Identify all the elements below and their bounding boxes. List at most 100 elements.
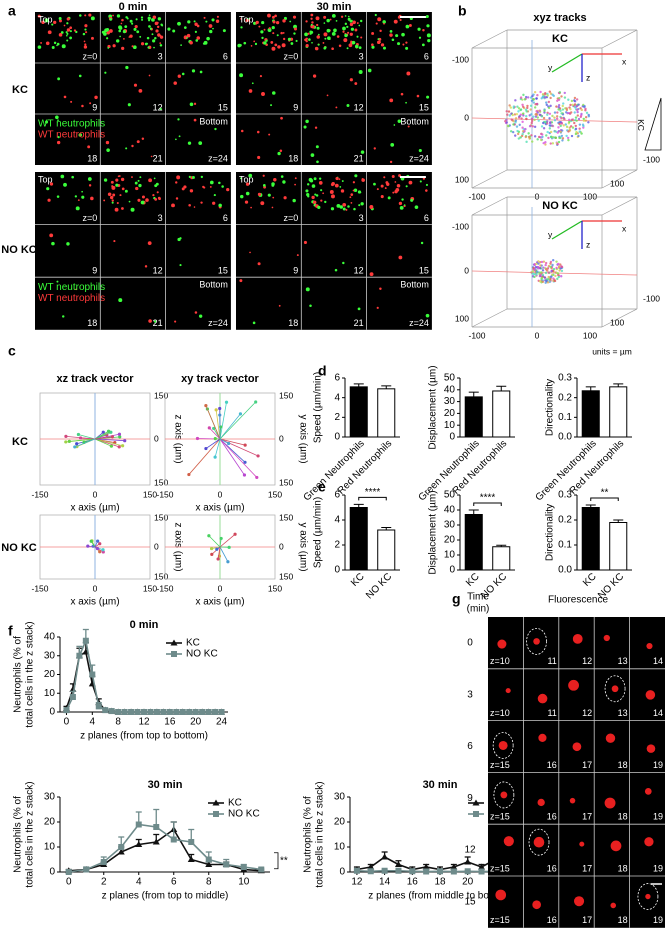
cell bbox=[158, 197, 161, 201]
track-point bbox=[536, 270, 539, 273]
axis-letter: x bbox=[622, 223, 627, 233]
cell bbox=[276, 34, 279, 37]
track-point bbox=[514, 134, 517, 137]
significance: ** bbox=[280, 855, 288, 866]
cell bbox=[250, 206, 252, 209]
marker bbox=[160, 709, 167, 715]
track-point bbox=[523, 130, 526, 133]
track-point bbox=[580, 108, 584, 112]
series-line bbox=[68, 823, 262, 873]
cell bbox=[342, 30, 345, 33]
z-label: 9 bbox=[293, 102, 298, 112]
track-point bbox=[566, 111, 569, 115]
track-vector bbox=[94, 438, 125, 442]
track-point bbox=[557, 108, 560, 111]
cell bbox=[342, 261, 345, 265]
track-point bbox=[565, 107, 568, 110]
track-point bbox=[525, 110, 528, 113]
chart-title: 30 min bbox=[148, 779, 183, 791]
cell bbox=[196, 24, 200, 28]
cell bbox=[157, 33, 161, 37]
track-end bbox=[216, 557, 220, 561]
y-tick-label: 6 bbox=[334, 373, 340, 384]
tick-label: 0 bbox=[154, 541, 159, 551]
cell bbox=[346, 25, 349, 29]
cell bbox=[144, 265, 148, 268]
cell bbox=[498, 740, 508, 750]
z-label: 6 bbox=[223, 213, 228, 223]
track-point bbox=[514, 119, 518, 122]
cell bbox=[341, 180, 344, 183]
cell bbox=[394, 181, 397, 183]
tick-label: 150 bbox=[279, 512, 293, 522]
cell bbox=[338, 178, 341, 181]
track-point bbox=[561, 139, 564, 142]
track-point bbox=[577, 103, 580, 106]
cell bbox=[294, 177, 297, 180]
cell bbox=[396, 183, 401, 188]
cell bbox=[312, 200, 317, 205]
track-point bbox=[545, 103, 548, 107]
cell bbox=[159, 42, 162, 44]
track-point bbox=[533, 135, 537, 138]
cell bbox=[391, 38, 395, 42]
row-label: NO KC bbox=[1, 542, 37, 554]
track-point bbox=[548, 127, 552, 130]
marker bbox=[102, 707, 109, 714]
track-point bbox=[523, 98, 527, 101]
column-title: 0 min bbox=[119, 1, 148, 13]
track-point bbox=[521, 103, 524, 106]
cell bbox=[132, 45, 137, 50]
cell bbox=[138, 88, 143, 93]
cell bbox=[356, 35, 359, 38]
cell bbox=[320, 189, 323, 192]
cell bbox=[399, 18, 402, 22]
track-point bbox=[573, 106, 577, 109]
axis-label: y axis (µm) bbox=[297, 522, 308, 571]
z-label: 3 bbox=[359, 213, 364, 223]
cell bbox=[216, 15, 219, 18]
cell bbox=[382, 46, 387, 50]
cell bbox=[274, 14, 277, 18]
box-edge bbox=[601, 169, 638, 189]
time-label: Time bbox=[467, 592, 489, 603]
track-point bbox=[576, 114, 579, 117]
cell bbox=[81, 104, 84, 108]
track-point bbox=[575, 108, 579, 112]
z-label: 13 bbox=[618, 708, 628, 718]
cell bbox=[317, 33, 320, 36]
cell bbox=[244, 200, 249, 204]
legend-label: NO KC bbox=[228, 809, 260, 820]
cell bbox=[177, 22, 179, 25]
axis-label: y axis (µm) bbox=[297, 414, 308, 463]
cell bbox=[379, 29, 382, 33]
cell bbox=[390, 143, 395, 147]
z-label: z=0 bbox=[284, 213, 299, 223]
cell bbox=[215, 19, 220, 23]
cell bbox=[147, 241, 152, 246]
significance: ** bbox=[601, 488, 609, 499]
z-label: 12 bbox=[153, 266, 163, 276]
marker bbox=[76, 652, 83, 659]
track-point bbox=[534, 266, 538, 269]
cell bbox=[261, 36, 264, 40]
track-point bbox=[513, 113, 517, 116]
cell bbox=[56, 140, 61, 145]
track-point bbox=[542, 121, 545, 125]
cell bbox=[336, 35, 340, 38]
cell bbox=[270, 104, 273, 107]
marker bbox=[108, 708, 115, 715]
cell bbox=[398, 255, 403, 260]
cell bbox=[94, 95, 98, 100]
axis-label: x axis (µm) bbox=[195, 597, 244, 608]
cell bbox=[213, 193, 216, 197]
track-point bbox=[540, 271, 543, 274]
z-label: 15 bbox=[218, 102, 228, 112]
track-point bbox=[531, 117, 534, 120]
x-tick-label: 12 bbox=[138, 717, 150, 728]
track-point bbox=[578, 130, 581, 133]
track-point bbox=[559, 130, 562, 133]
cell bbox=[289, 20, 292, 23]
x-tick-label: 20 bbox=[462, 877, 474, 888]
track-vector bbox=[65, 435, 96, 440]
